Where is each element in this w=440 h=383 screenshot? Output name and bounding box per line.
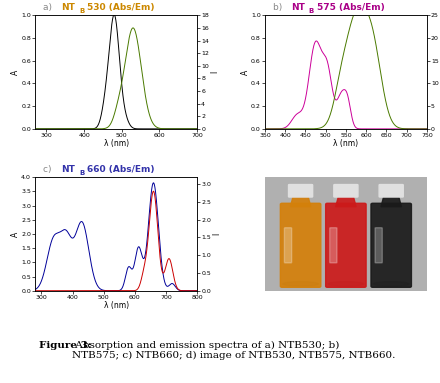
Text: B: B xyxy=(79,8,84,14)
Y-axis label: A: A xyxy=(241,69,249,75)
Text: 530 (Abs/Em): 530 (Abs/Em) xyxy=(87,3,154,12)
Polygon shape xyxy=(336,195,356,207)
FancyBboxPatch shape xyxy=(265,177,427,291)
FancyBboxPatch shape xyxy=(379,185,403,197)
Text: B: B xyxy=(79,170,84,176)
FancyBboxPatch shape xyxy=(280,203,321,287)
FancyBboxPatch shape xyxy=(371,203,411,287)
Ellipse shape xyxy=(374,282,409,286)
Text: NT: NT xyxy=(61,165,75,174)
Polygon shape xyxy=(290,195,311,207)
Text: 575 (Abs/Em): 575 (Abs/Em) xyxy=(317,3,385,12)
FancyBboxPatch shape xyxy=(330,228,337,263)
Polygon shape xyxy=(381,195,401,207)
Text: Figure 3:: Figure 3: xyxy=(39,341,92,350)
Y-axis label: A: A xyxy=(11,231,20,237)
Ellipse shape xyxy=(283,282,319,286)
X-axis label: λ (nm): λ (nm) xyxy=(103,301,128,310)
Y-axis label: I: I xyxy=(213,233,221,235)
X-axis label: λ (nm): λ (nm) xyxy=(103,139,128,149)
Text: NT: NT xyxy=(61,3,75,12)
Y-axis label: I: I xyxy=(210,71,220,73)
FancyBboxPatch shape xyxy=(284,228,292,263)
Text: a): a) xyxy=(43,3,58,12)
Text: B: B xyxy=(309,8,314,14)
Ellipse shape xyxy=(328,282,364,286)
Text: NT: NT xyxy=(291,3,305,12)
FancyBboxPatch shape xyxy=(375,228,382,263)
X-axis label: λ (nm): λ (nm) xyxy=(334,139,359,149)
Y-axis label: A: A xyxy=(11,69,20,75)
Text: Absorption and emission spectra of a) NTB530; b)
NTB575; c) NTB660; d) image of : Absorption and emission spectra of a) NT… xyxy=(73,341,396,360)
Text: b): b) xyxy=(273,3,288,12)
FancyBboxPatch shape xyxy=(289,185,313,197)
FancyBboxPatch shape xyxy=(326,203,366,287)
FancyBboxPatch shape xyxy=(334,185,358,197)
Text: c): c) xyxy=(43,165,58,174)
Text: 660 (Abs/Em): 660 (Abs/Em) xyxy=(87,165,154,174)
